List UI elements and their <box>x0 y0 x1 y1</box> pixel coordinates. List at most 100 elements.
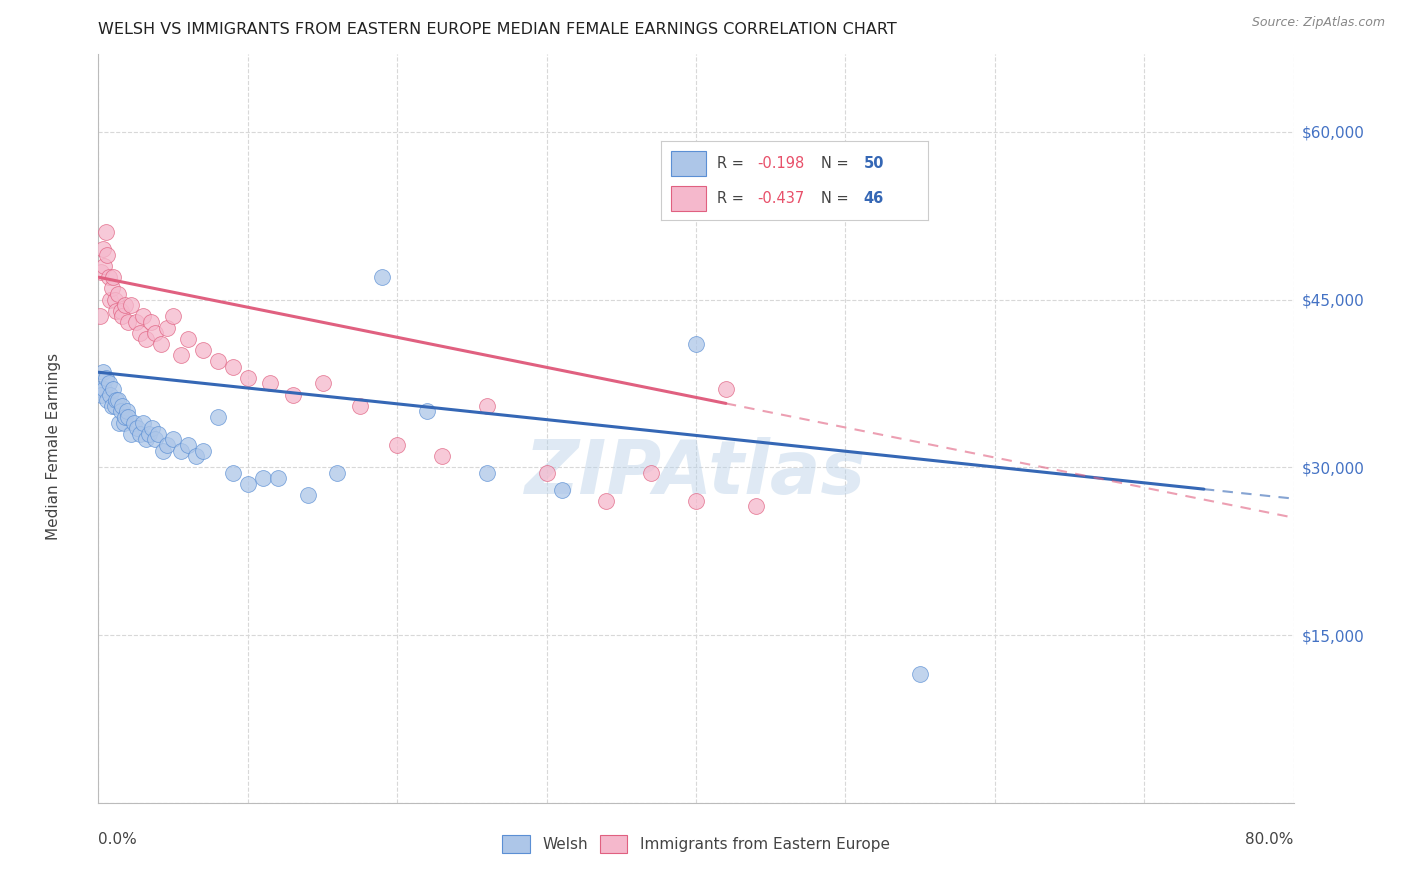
Text: 50: 50 <box>863 156 884 171</box>
Point <box>177 332 200 346</box>
Point <box>111 310 134 324</box>
Point <box>222 359 245 374</box>
Point <box>297 488 319 502</box>
Point <box>326 466 349 480</box>
Point <box>385 438 409 452</box>
Point <box>94 226 117 240</box>
Point <box>135 332 157 346</box>
Point <box>97 270 120 285</box>
Point <box>156 438 179 452</box>
Point <box>89 310 111 324</box>
Text: ZIPAtlas: ZIPAtlas <box>526 436 866 509</box>
Point <box>135 433 157 447</box>
Point <box>110 303 132 318</box>
Point <box>745 500 768 514</box>
Text: R =: R = <box>717 156 748 171</box>
Point <box>184 449 207 463</box>
Point <box>475 466 498 480</box>
Point <box>536 466 558 480</box>
Point <box>685 337 707 351</box>
Point <box>908 667 931 681</box>
Point <box>93 382 115 396</box>
Point <box>103 382 125 396</box>
Point <box>91 365 114 379</box>
Point <box>152 443 174 458</box>
Point <box>96 248 118 262</box>
Text: Median Female Earnings: Median Female Earnings <box>46 352 60 540</box>
Point <box>107 287 129 301</box>
Point <box>120 298 142 312</box>
Point <box>550 483 572 497</box>
Point <box>105 303 128 318</box>
Point <box>132 416 155 430</box>
Point <box>108 416 131 430</box>
Point <box>236 371 259 385</box>
Point <box>640 466 662 480</box>
Point <box>207 409 229 424</box>
Point <box>98 293 122 307</box>
Point <box>93 259 115 273</box>
Point <box>222 466 245 480</box>
Point <box>107 393 129 408</box>
Point <box>143 326 166 340</box>
Text: 46: 46 <box>863 191 884 206</box>
Point <box>475 399 498 413</box>
Point <box>162 433 184 447</box>
Point <box>98 387 122 401</box>
Point <box>104 399 127 413</box>
Point <box>127 421 149 435</box>
Text: N =: N = <box>821 191 853 206</box>
Point <box>125 315 148 329</box>
Point <box>90 264 112 278</box>
Bar <box>671 186 706 211</box>
Legend: Welsh, Immigrants from Eastern Europe: Welsh, Immigrants from Eastern Europe <box>496 829 896 859</box>
Point <box>685 493 707 508</box>
Point <box>143 433 166 447</box>
Point <box>259 376 281 391</box>
Point <box>191 343 214 357</box>
Point <box>129 426 152 441</box>
Point <box>129 326 152 340</box>
Point <box>114 298 136 312</box>
Point <box>236 477 259 491</box>
Point <box>111 399 134 413</box>
Text: R =: R = <box>717 191 748 206</box>
Point <box>105 393 128 408</box>
Point <box>156 320 179 334</box>
Point <box>97 376 120 391</box>
Point <box>349 399 371 413</box>
Point <box>430 449 453 463</box>
Point <box>101 399 124 413</box>
Point <box>169 443 191 458</box>
Point <box>207 354 229 368</box>
Text: 0.0%: 0.0% <box>98 832 138 847</box>
Text: 80.0%: 80.0% <box>1246 832 1294 847</box>
Point <box>101 281 124 295</box>
Point <box>595 493 617 508</box>
Point <box>96 393 118 408</box>
Point <box>91 242 114 256</box>
Point <box>267 471 290 485</box>
Point <box>132 310 155 324</box>
Point <box>141 421 163 435</box>
Text: -0.198: -0.198 <box>756 156 804 171</box>
Point <box>117 315 139 329</box>
Text: N =: N = <box>821 156 853 171</box>
Point <box>103 270 125 285</box>
Point <box>104 293 127 307</box>
Point <box>110 404 132 418</box>
Point <box>90 387 112 401</box>
Point <box>124 416 146 430</box>
Bar <box>671 151 706 176</box>
Point <box>89 382 111 396</box>
Point <box>177 438 200 452</box>
Point <box>115 404 138 418</box>
Point <box>191 443 214 458</box>
Point <box>311 376 333 391</box>
Point <box>416 404 439 418</box>
Point <box>114 409 136 424</box>
Text: Source: ZipAtlas.com: Source: ZipAtlas.com <box>1251 16 1385 29</box>
Point <box>169 349 191 363</box>
Point <box>148 426 170 441</box>
Point <box>281 387 304 401</box>
